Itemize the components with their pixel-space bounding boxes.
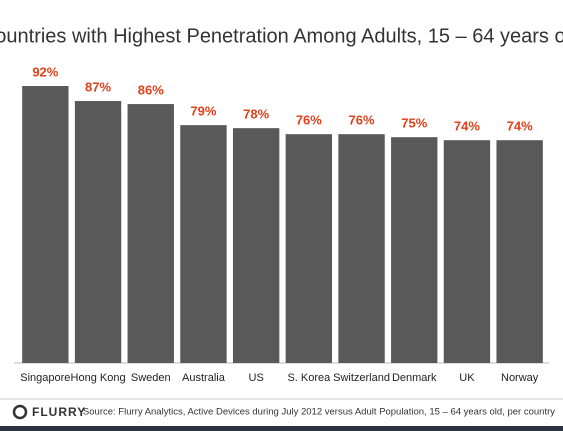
value-label: 74%: [507, 119, 533, 134]
logo-icon: [12, 404, 28, 420]
value-label: 79%: [190, 104, 216, 119]
bar: [22, 86, 69, 363]
source-note: Source: Flurry Analytics, Active Devices…: [83, 407, 555, 418]
x-tick-label: Denmark: [392, 372, 437, 384]
bar: [127, 104, 174, 363]
footer-logo: FLURRY: [12, 404, 86, 420]
value-label: 86%: [138, 83, 164, 98]
value-label: 76%: [349, 113, 375, 128]
x-tick-label: Sweden: [131, 372, 171, 384]
x-tick-label: US: [249, 372, 264, 384]
bar: [338, 134, 385, 363]
value-label: 76%: [296, 113, 322, 128]
value-label: 92%: [32, 64, 58, 79]
x-tick-label: Singapore: [20, 372, 70, 384]
value-label: 78%: [243, 107, 269, 122]
x-tick-label: Hong Kong: [71, 372, 126, 384]
value-label: 75%: [401, 116, 427, 131]
x-tick-label: Switzerland: [333, 372, 390, 384]
chart-title: Countries with Highest Penetration Among…: [0, 25, 563, 47]
value-label: 87%: [85, 79, 111, 94]
bar: [391, 137, 438, 363]
bar: [180, 125, 227, 364]
x-tick-label: UK: [459, 372, 475, 384]
bar: [443, 140, 491, 363]
x-tick-label: S. Korea: [287, 372, 331, 384]
x-tick-label: Norway: [501, 372, 539, 384]
bar: [496, 140, 543, 363]
bar: [74, 101, 122, 363]
value-label: 74%: [454, 119, 480, 134]
bottom-band: [0, 426, 563, 431]
bar: [285, 134, 333, 363]
bar: [232, 128, 280, 363]
logo-text: FLURRY: [32, 405, 86, 419]
x-tick-label: Australia: [182, 372, 226, 384]
